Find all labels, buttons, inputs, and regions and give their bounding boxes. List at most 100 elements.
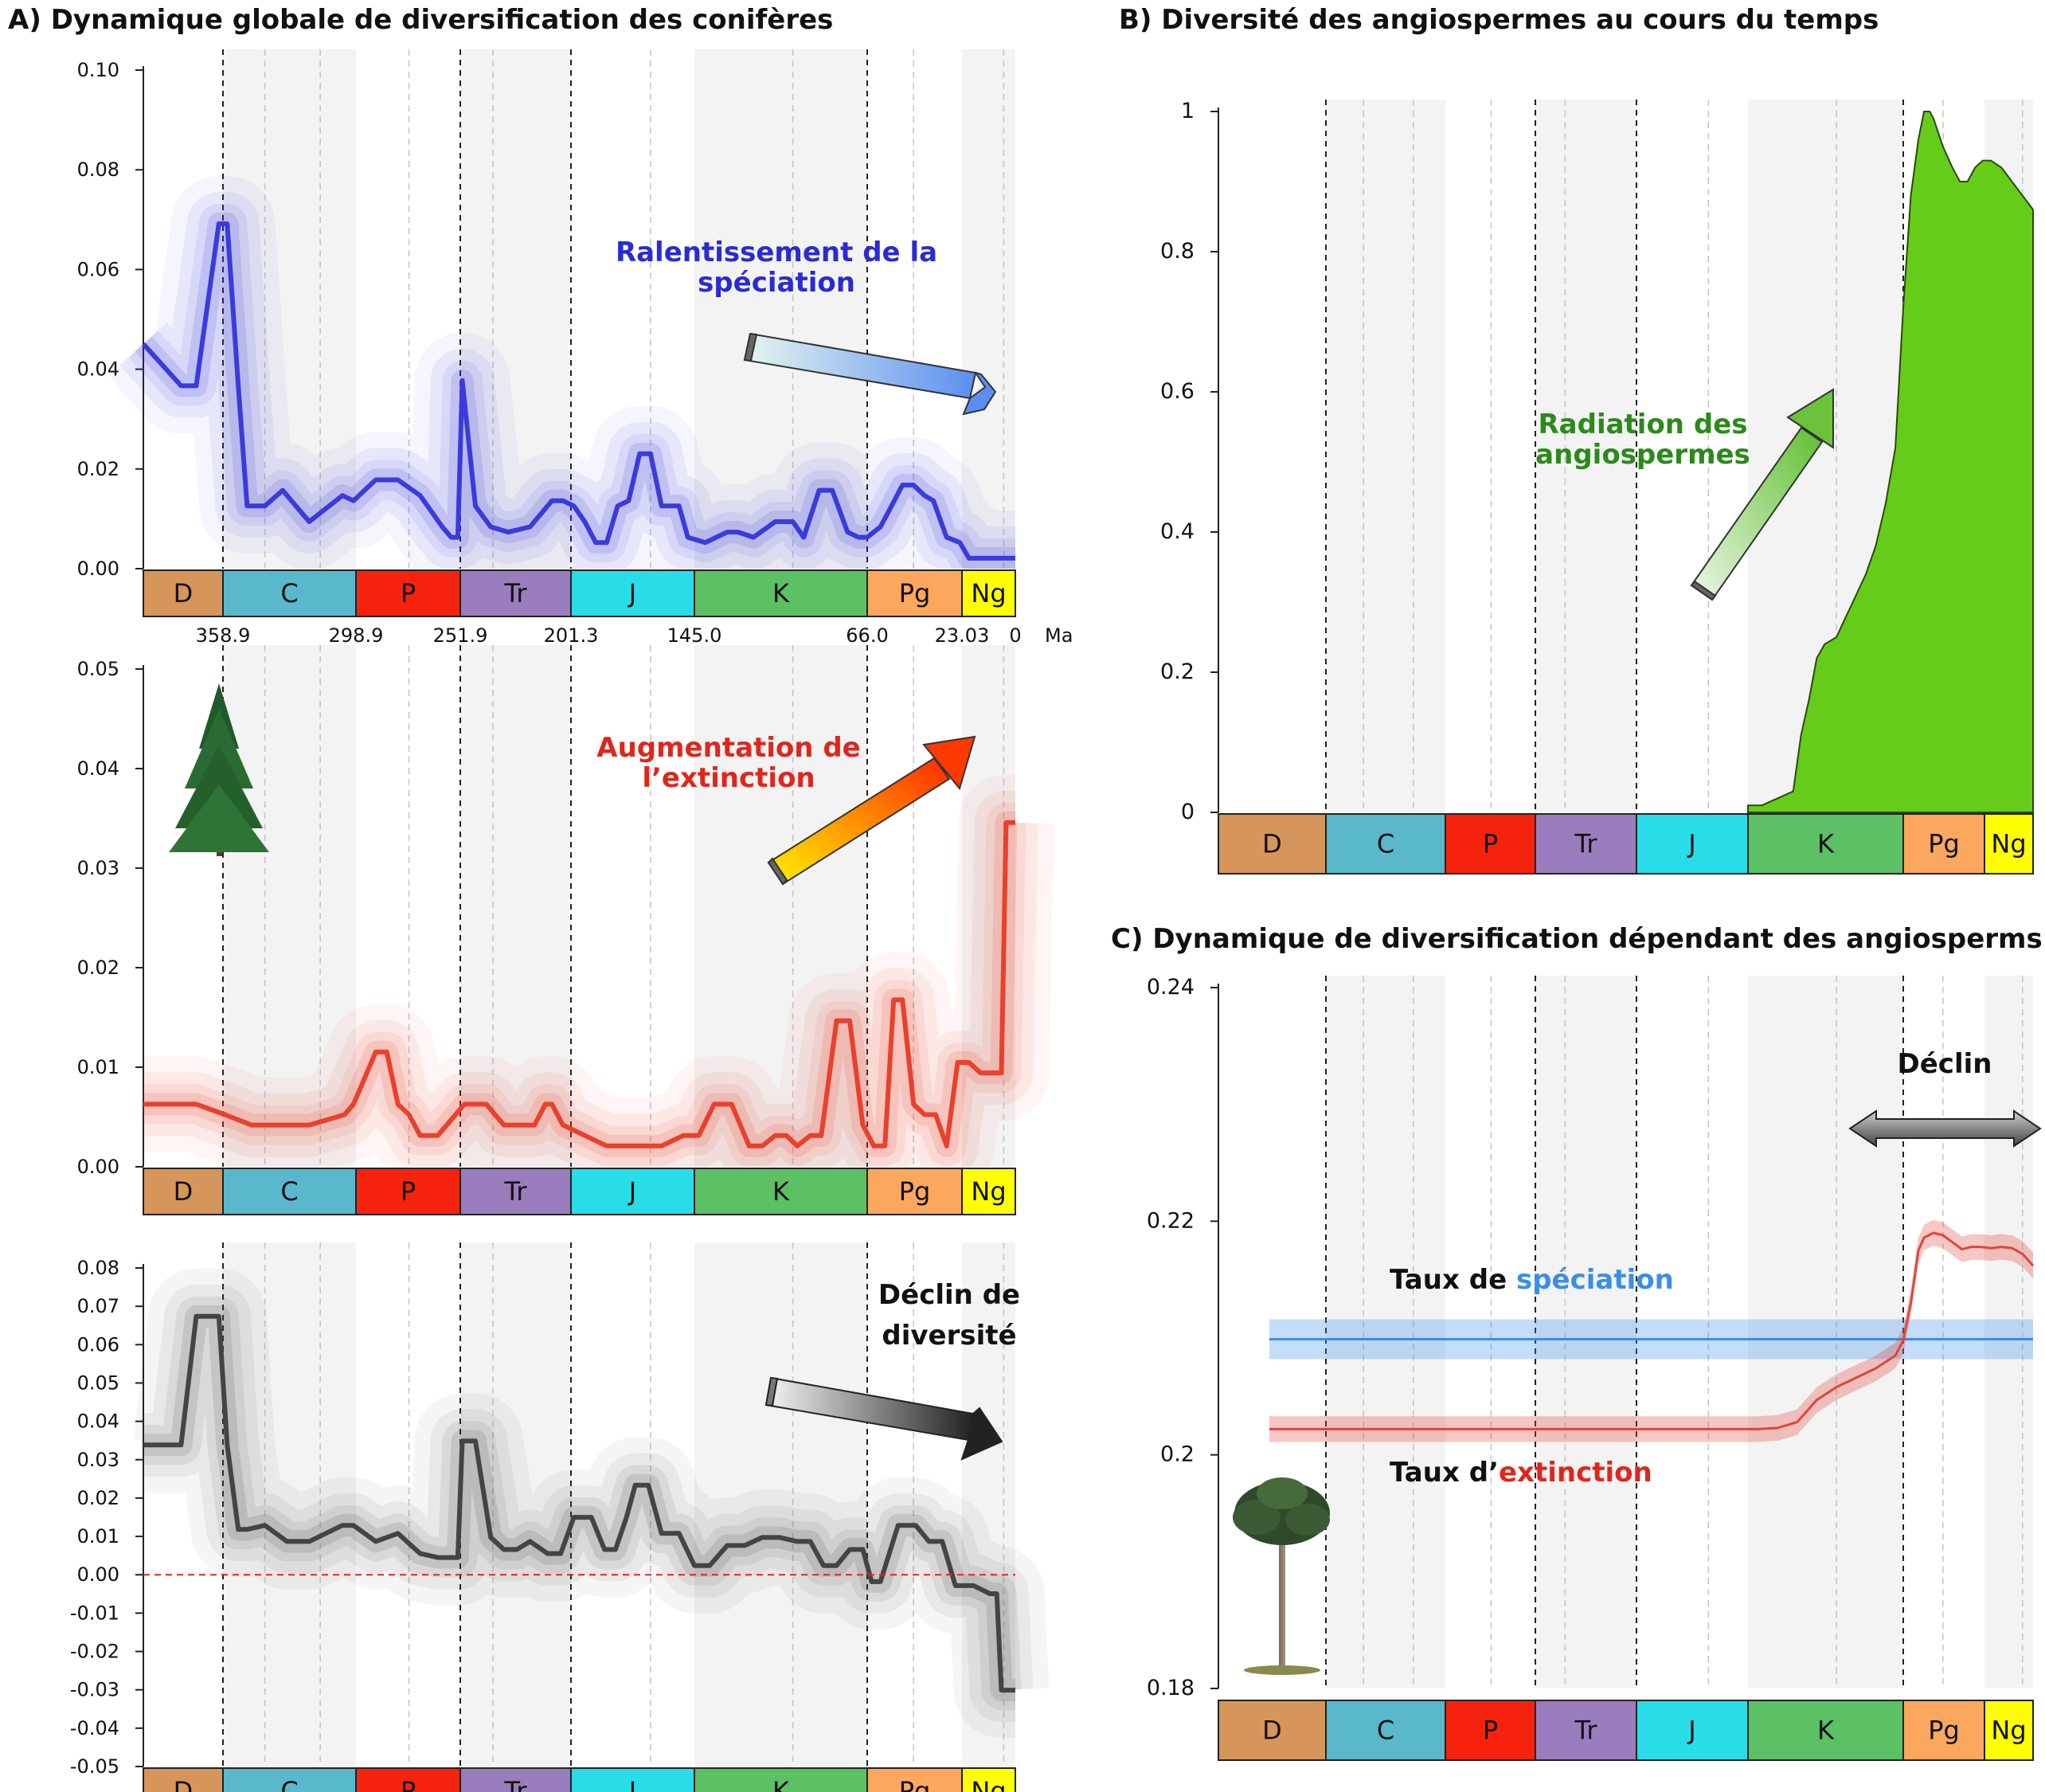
conifer-tree-icon — [169, 683, 269, 856]
period-background-bands — [222, 1242, 1015, 1767]
period-p-block — [355, 569, 461, 617]
period-band-k — [1748, 976, 1903, 1688]
period-band-ng — [1984, 976, 2033, 1688]
y-tick-label: 0.06 — [77, 1333, 119, 1356]
boundary-age-label: 0 — [1009, 624, 1021, 647]
diversity-annotation-line-1: Déclin de — [878, 1279, 1020, 1311]
period-ng-block — [961, 1168, 1016, 1215]
period-band-c — [223, 645, 356, 1167]
radiation-annotation-line-1: Radiation des — [1538, 409, 1747, 440]
boundary-age-label: 201.3 — [544, 624, 599, 647]
rate-y-axis: 0.18 0.2 0.22 0.24 — [1147, 975, 1219, 1700]
period-tr-label: Tr — [504, 1776, 528, 1792]
period-band-c — [1326, 976, 1445, 1688]
y-tick-label: 0.01 — [77, 1056, 119, 1078]
period-d-block — [1218, 813, 1327, 874]
extinction-rate-label: Taux d’extinction — [1390, 1457, 1652, 1489]
period-k-label: K — [1817, 829, 1835, 859]
period-j-label: J — [1687, 829, 1695, 859]
period-tr-block — [1535, 1700, 1637, 1761]
diversity-y-axis: 0 0.2 0.4 0.6 0.8 1 — [1160, 99, 1219, 824]
period-bar: D C P Tr J K Pg Ng — [1218, 813, 2034, 874]
period-pg-block — [866, 569, 963, 617]
speciation-annotation-line-1: Ralentissement de la — [616, 237, 937, 268]
median-rate-line — [143, 1313, 1015, 1693]
period-c-block — [222, 1168, 357, 1215]
y-tick-label: 0.22 — [1147, 1208, 1195, 1233]
period-pg-block — [1902, 1700, 1985, 1761]
extinction-y-axis: 0.00 0.01 0.02 0.03 0.04 0.05 — [77, 658, 144, 1178]
y-tick-label: 0.08 — [77, 158, 119, 181]
radiation-annotation: Radiation des angiospermes — [1535, 388, 1834, 601]
period-j-label: J — [628, 578, 636, 608]
period-j-block — [570, 1767, 695, 1792]
boundary-age-label: 145.0 — [667, 624, 722, 647]
period-k-label: K — [772, 1776, 790, 1792]
period-pg-label: Pg — [899, 1176, 931, 1207]
extinction-rate-series — [143, 774, 1054, 1167]
period-k-block — [1747, 1700, 1904, 1761]
period-c-label: C — [280, 1776, 298, 1792]
period-background-bands — [222, 49, 1015, 569]
period-ng-label: Ng — [971, 1776, 1006, 1792]
period-band-k — [694, 49, 867, 569]
y-tick-label: 0.8 — [1160, 239, 1195, 264]
period-bar: D C P Tr J K Pg Ng — [1218, 1700, 2034, 1761]
period-j-label: J — [628, 1776, 636, 1792]
y-tick-label: 0.6 — [1160, 379, 1195, 404]
period-tr-block — [459, 1168, 572, 1215]
period-j-label: J — [628, 1176, 636, 1207]
y-tick-label: 0.02 — [77, 458, 119, 480]
period-ng-label: Ng — [1991, 1716, 2026, 1746]
boundary-age-label: 358.9 — [196, 624, 251, 647]
period-j-block — [1636, 1700, 1749, 1761]
y-tick-label: -0.05 — [70, 1755, 119, 1778]
time-axis-labels: 358.9 298.9 251.9 201.3 145.0 66.0 23.03 0 — [196, 624, 1022, 647]
period-ng-block — [961, 1767, 1016, 1792]
median-rate-line — [143, 820, 1015, 1148]
period-pg-label: Pg — [1928, 1716, 1960, 1746]
period-tr-label: Tr — [1574, 829, 1598, 859]
net-diversification-series — [133, 1268, 1057, 1739]
panel-a-extinction-plot: 0.00 0.01 0.02 0.03 0.04 0.05 D C P Tr J K Pg Ng Aug… — [77, 645, 1054, 1215]
y-tick-label: 1 — [1181, 99, 1195, 123]
speciation-annotation: Ralentissement de la spéciation — [616, 237, 997, 416]
period-j-block — [570, 569, 695, 617]
period-k-block — [1747, 813, 1904, 874]
period-c-block — [222, 1767, 357, 1792]
y-tick-label: 0.00 — [77, 1563, 119, 1586]
extinction-label-prefix: Taux d’ — [1390, 1457, 1499, 1489]
period-c-block — [1325, 813, 1446, 874]
y-tick-label: 0.00 — [77, 558, 119, 580]
panel-b-title: B) Diversité des angiospermes au cours d… — [1119, 4, 1879, 36]
speciation-y-axis: 0.00 0.02 0.04 0.06 0.08 0.10 — [77, 59, 144, 580]
y-tick-label: 0.2 — [1160, 1442, 1195, 1467]
extinction-annotation: Augmentation de l’extinction — [596, 732, 976, 886]
period-j-block — [570, 1168, 695, 1215]
y-tick-label: 0.07 — [77, 1295, 119, 1317]
period-band-tr — [1535, 100, 1636, 812]
period-pg-block — [1902, 813, 1985, 874]
diversity-decline-annotation: Déclin de diversité — [764, 1279, 1020, 1461]
double-arrow-icon — [1848, 1109, 2042, 1148]
araucaria-tree-icon — [1233, 1477, 1330, 1675]
extinction-rate-band — [1269, 1219, 2033, 1442]
boundary-age-label: 66.0 — [846, 624, 888, 647]
y-tick-label: -0.03 — [70, 1679, 119, 1701]
y-tick-label: 0.02 — [77, 957, 119, 979]
y-tick-label: 0.00 — [77, 1156, 119, 1178]
period-c-label: C — [1377, 1716, 1394, 1746]
y-tick-label: 0.06 — [77, 258, 119, 280]
net-diversification-y-axis: -0.05 -0.04 -0.03 -0.02 -0.01 0.00 0.01 0.02 0.0… — [70, 1257, 144, 1778]
period-ng-block — [961, 569, 1016, 617]
y-tick-label: -0.02 — [70, 1641, 119, 1663]
speciation-label-word: spéciation — [1516, 1264, 1674, 1296]
y-tick-label: -0.04 — [70, 1717, 119, 1739]
period-d-label: D — [174, 1176, 194, 1207]
y-tick-label: -0.01 — [70, 1602, 119, 1624]
period-bar: D C P Tr J K Pg Ng — [143, 1767, 1016, 1792]
speciation-label-prefix: Taux de — [1390, 1264, 1516, 1296]
extinction-label-word: extinction — [1499, 1457, 1652, 1489]
period-pg-block — [866, 1168, 963, 1215]
y-tick-label: 0.01 — [77, 1525, 119, 1547]
